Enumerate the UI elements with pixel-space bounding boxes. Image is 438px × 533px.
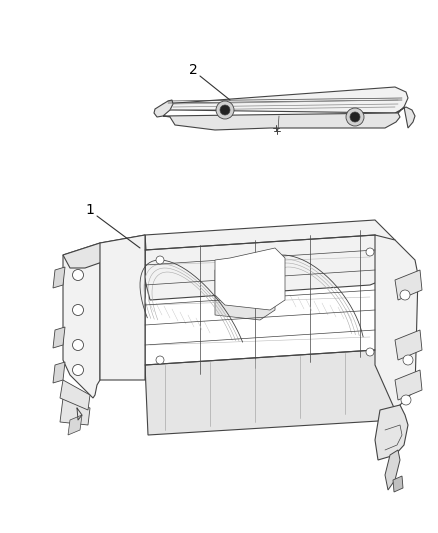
Circle shape [156,356,164,364]
Polygon shape [163,87,408,113]
Polygon shape [100,235,145,380]
Polygon shape [385,450,400,490]
Circle shape [366,248,374,256]
Polygon shape [63,235,145,268]
Polygon shape [60,380,90,410]
Polygon shape [215,248,285,310]
Polygon shape [215,255,275,320]
Circle shape [346,108,364,126]
Polygon shape [375,405,408,460]
Polygon shape [395,330,422,360]
Circle shape [73,270,84,280]
Circle shape [366,348,374,356]
Circle shape [73,365,84,376]
Polygon shape [53,327,65,348]
Polygon shape [395,370,422,400]
Polygon shape [53,267,65,288]
Polygon shape [145,235,395,300]
Circle shape [403,355,413,365]
Circle shape [216,101,234,119]
Polygon shape [154,100,173,117]
Polygon shape [163,113,400,130]
Polygon shape [63,243,100,398]
Text: 1: 1 [85,203,95,217]
Circle shape [156,256,164,264]
Polygon shape [60,398,90,425]
Circle shape [401,395,411,405]
Circle shape [73,304,84,316]
Text: 2: 2 [189,63,198,77]
Polygon shape [68,415,82,435]
Circle shape [350,112,360,122]
Polygon shape [145,220,395,280]
Circle shape [73,340,84,351]
Polygon shape [145,350,395,435]
Circle shape [220,105,230,115]
Circle shape [400,290,410,300]
Polygon shape [375,235,418,410]
Polygon shape [393,476,403,492]
Polygon shape [395,107,415,128]
Polygon shape [395,270,422,300]
Polygon shape [53,362,65,383]
